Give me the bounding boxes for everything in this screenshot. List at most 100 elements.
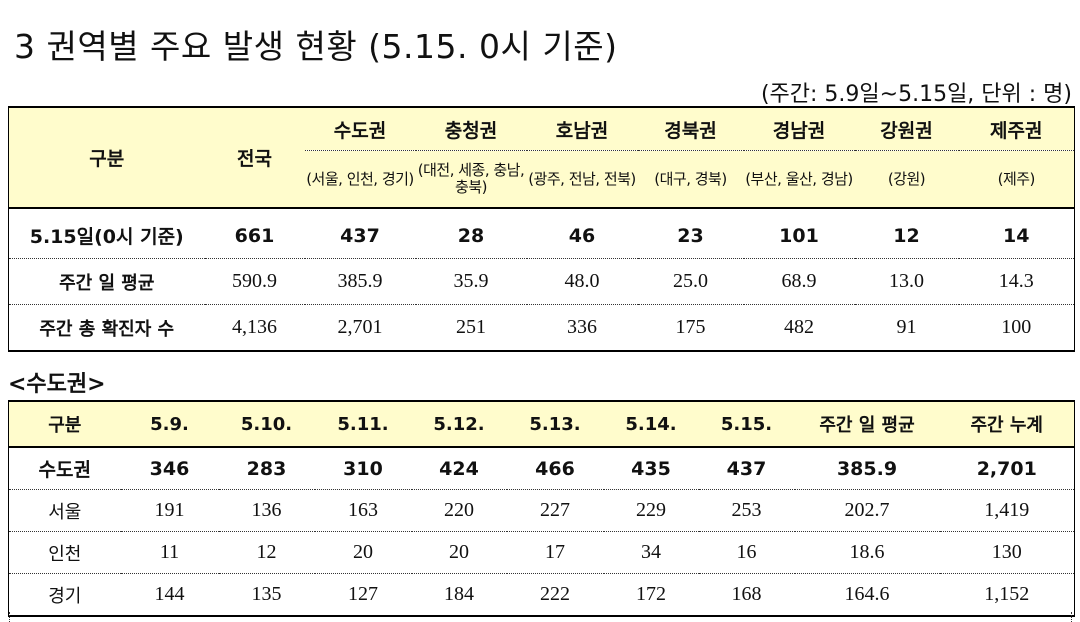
table-header-row: 구분 5.9. 5.10. 5.11. 5.12. 5.13. 5.14. 5.… xyxy=(8,401,1075,448)
region-subareas: (강원) xyxy=(854,150,959,209)
row-label: 인천 xyxy=(8,531,121,574)
cell-value: 227 xyxy=(506,489,604,532)
region-subareas: (부산, 울산, 경남) xyxy=(743,150,855,209)
cell-value: 168 xyxy=(731,583,762,605)
header-region: 경남권 xyxy=(743,107,855,151)
cell-value: 590.9 xyxy=(204,258,305,305)
cell-value: 14 xyxy=(958,208,1075,259)
row-label: 5.15일(0시 기준) xyxy=(8,208,205,259)
cell-value: 11 xyxy=(120,531,219,574)
column-header: 구분 xyxy=(8,401,121,448)
row-label: 주간 일 평균 xyxy=(8,258,205,305)
cell-value: 34 xyxy=(603,531,699,574)
column-header: 5.11. xyxy=(314,401,412,448)
page-continuation-mark xyxy=(1071,612,1072,622)
cell-value: 127 xyxy=(348,583,378,605)
cell-value: 175 xyxy=(675,316,706,338)
table-row: 경기 144 135 127 184 222 172 168 164.6 1,1… xyxy=(9,574,1075,617)
regional-summary-table: 구분 전국 수도권 충청권 호남권 경북권 경남권 강원권 제주권 (서울, 인… xyxy=(8,106,1075,352)
column-header: 5.13. xyxy=(506,401,604,448)
cell-value: 12 xyxy=(854,208,959,259)
cell-value: 251 xyxy=(456,316,486,338)
cell-value: 23 xyxy=(637,208,744,259)
cell-value: 48.0 xyxy=(526,258,638,305)
header-region: 강원권 xyxy=(854,107,959,151)
region-subareas: (제주) xyxy=(958,150,1075,209)
cell-value: 28 xyxy=(415,208,527,259)
column-header: 5.15. xyxy=(698,401,795,448)
cell-value: 253 xyxy=(698,489,795,532)
cell-value: 25.0 xyxy=(637,258,744,305)
cell-value: 100 xyxy=(1001,316,1032,338)
unit-note: (주간: 5.9일~5.15일, 단위 : 명) xyxy=(760,82,1072,107)
cell-value: 385.9 xyxy=(794,447,940,490)
cell-value: 222 xyxy=(540,583,570,605)
table-row: 주간 일 평균 590.9 385.9 35.9 48.0 25.0 68.9 … xyxy=(8,258,1075,305)
header-region: 호남권 xyxy=(526,107,638,151)
cell-value: 2,701 xyxy=(939,447,1075,490)
page-title: 3 권역별 주요 발생 현황 (5.15. 0시 기준) xyxy=(14,27,618,66)
table-row: 5.15일(0시 기준) 661 437 28 46 23 101 12 14 xyxy=(8,208,1075,259)
cell-value: 164.6 xyxy=(844,583,890,605)
section-title: <수도권> xyxy=(8,372,106,397)
cell-value: 1,152 xyxy=(984,583,1030,605)
cell-value: 144 xyxy=(154,583,185,605)
header-nation: 전국 xyxy=(204,107,305,209)
table-row: 인천 11 12 20 20 17 34 16 18.6 130 xyxy=(8,531,1075,574)
cell-value: 202.7 xyxy=(794,489,940,532)
cell-value: 12 xyxy=(218,531,315,574)
cell-value: 310 xyxy=(314,447,412,490)
table-row: 주간 총 확진자 수 4,136 2,701 251 336 175 482 9… xyxy=(9,305,1075,352)
cell-value: 136 xyxy=(218,489,315,532)
cell-value: 18.6 xyxy=(794,531,940,574)
cell-value: 91 xyxy=(896,316,917,338)
cell-value: 20 xyxy=(411,531,507,574)
cell-value: 220 xyxy=(411,489,507,532)
cell-value: 17 xyxy=(506,531,604,574)
column-header: 5.14. xyxy=(603,401,699,448)
region-subareas: (서울, 인천, 경기) xyxy=(304,150,416,209)
region-subareas: (대전, 세종, 충남, 충북) xyxy=(415,150,527,209)
cell-value: 346 xyxy=(120,447,219,490)
row-label: 수도권 xyxy=(8,447,121,490)
region-subareas: (대구, 경북) xyxy=(637,150,744,209)
cell-value: 135 xyxy=(251,583,282,605)
cell-value: 191 xyxy=(120,489,219,532)
cell-value: 466 xyxy=(506,447,604,490)
cell-value: 482 xyxy=(784,316,814,338)
cell-value: 4,136 xyxy=(232,316,277,338)
table-row: 서울 191 136 163 220 227 229 253 202.7 1,4… xyxy=(8,489,1075,532)
cell-value: 385.9 xyxy=(304,258,416,305)
cell-value: 184 xyxy=(444,583,474,605)
cell-value: 46 xyxy=(526,208,638,259)
cell-value: 437 xyxy=(304,208,416,259)
cell-value: 68.9 xyxy=(743,258,855,305)
cell-value: 2,701 xyxy=(337,316,383,338)
cell-value: 172 xyxy=(636,583,666,605)
header-region: 경북권 xyxy=(637,107,744,151)
row-label: 경기 xyxy=(48,585,82,607)
cell-value: 16 xyxy=(698,531,795,574)
cell-value: 661 xyxy=(204,208,305,259)
region-subareas: (광주, 전남, 전북) xyxy=(526,150,638,209)
cell-value: 435 xyxy=(603,447,699,490)
cell-value: 130 xyxy=(939,531,1075,574)
header-region: 수도권 xyxy=(304,107,416,151)
header-region: 충청권 xyxy=(415,107,527,151)
cell-value: 101 xyxy=(743,208,855,259)
column-header: 5.12. xyxy=(411,401,507,448)
cell-value: 163 xyxy=(314,489,412,532)
cell-value: 14.3 xyxy=(958,258,1075,305)
capital-area-table: 구분 5.9. 5.10. 5.11. 5.12. 5.13. 5.14. 5.… xyxy=(8,400,1075,617)
cell-value: 283 xyxy=(218,447,315,490)
cell-value: 1,419 xyxy=(939,489,1075,532)
column-header: 5.9. xyxy=(120,401,219,448)
header-region: 제주권 xyxy=(958,107,1075,151)
column-header: 5.10. xyxy=(218,401,315,448)
cell-value: 20 xyxy=(314,531,412,574)
cell-value: 229 xyxy=(603,489,699,532)
column-header: 주간 일 평균 xyxy=(794,401,940,448)
cell-value: 13.0 xyxy=(854,258,959,305)
page-continuation-mark xyxy=(9,612,10,622)
header-category: 구분 xyxy=(8,107,205,209)
